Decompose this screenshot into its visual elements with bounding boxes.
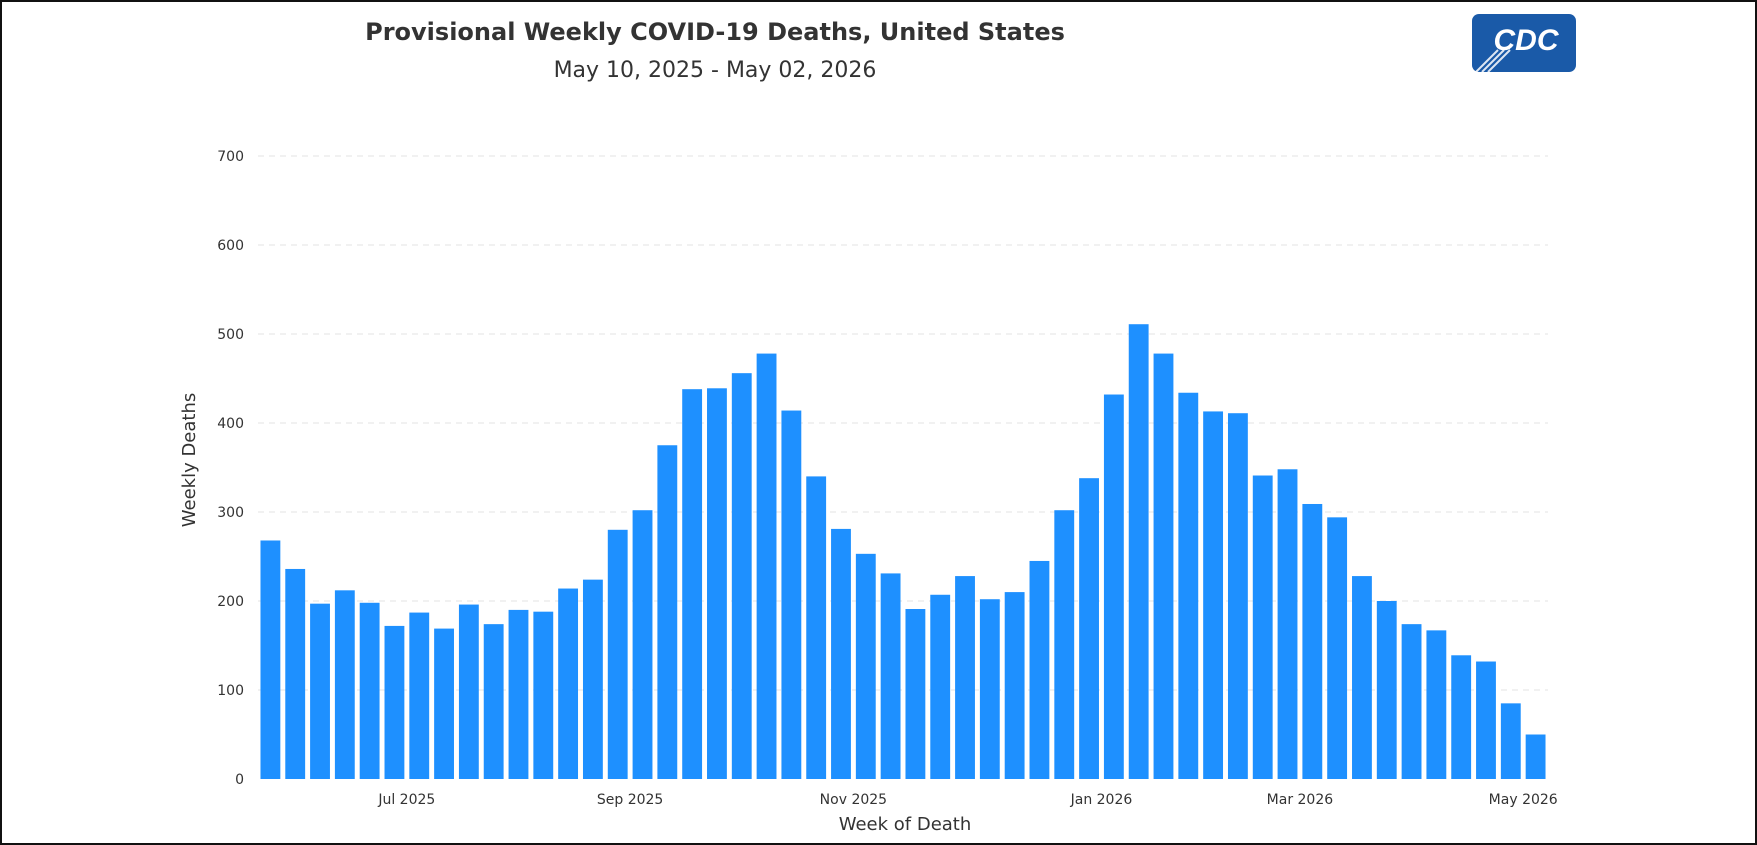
bar bbox=[1451, 655, 1472, 779]
bar bbox=[1128, 324, 1149, 779]
bar bbox=[955, 576, 975, 779]
y-tick-label: 100 bbox=[217, 683, 244, 699]
x-tick-label: Jul 2025 bbox=[377, 792, 435, 808]
bar bbox=[831, 528, 851, 779]
bar bbox=[1376, 601, 1397, 779]
bar bbox=[483, 624, 504, 779]
bar bbox=[1004, 592, 1025, 779]
bar bbox=[1103, 394, 1124, 779]
bar bbox=[260, 540, 281, 779]
bar bbox=[1252, 475, 1273, 779]
bar bbox=[384, 625, 405, 779]
chart-subtitle: May 10, 2025 - May 02, 2026 bbox=[553, 58, 877, 83]
cdc-logo: CDC bbox=[1472, 14, 1576, 72]
bar bbox=[533, 611, 554, 779]
x-tick-label: May 2026 bbox=[1489, 792, 1558, 808]
bar bbox=[1178, 392, 1199, 779]
bar bbox=[285, 568, 306, 779]
cdc-logo-swoosh bbox=[1475, 49, 1511, 72]
bar bbox=[582, 579, 603, 779]
y-tick-label: 500 bbox=[217, 327, 244, 343]
bar bbox=[1426, 630, 1447, 779]
bar bbox=[1500, 703, 1521, 779]
bar bbox=[756, 353, 777, 779]
bar bbox=[707, 388, 727, 779]
bar bbox=[1401, 624, 1422, 779]
bar bbox=[607, 529, 628, 779]
x-tick-label: Jan 2026 bbox=[1070, 792, 1133, 808]
bar bbox=[806, 476, 827, 779]
bar bbox=[905, 609, 926, 779]
y-tick-label: 0 bbox=[235, 772, 244, 788]
y-axis-title: Weekly Deaths bbox=[179, 393, 200, 528]
bar bbox=[409, 612, 430, 779]
cdc-logo-background bbox=[1472, 14, 1576, 72]
bar bbox=[1277, 469, 1298, 779]
bar bbox=[334, 590, 355, 779]
bar bbox=[558, 588, 579, 779]
y-axis-ticks: 0 100 200 300 400 500 600 700 bbox=[217, 149, 244, 788]
x-axis-ticks: Jul 2025 Sep 2025 Nov 2025 Jan 2026 Mar 2026… bbox=[377, 792, 1557, 808]
bar bbox=[855, 553, 876, 779]
y-tick-label: 300 bbox=[217, 505, 244, 521]
bar bbox=[434, 628, 454, 779]
x-axis-title: Week of Death bbox=[839, 814, 972, 835]
bar bbox=[310, 603, 330, 779]
x-tick-label: Nov 2025 bbox=[820, 792, 887, 808]
bar bbox=[781, 410, 802, 779]
bar bbox=[657, 445, 678, 779]
bar bbox=[1054, 510, 1075, 779]
bar bbox=[1327, 517, 1348, 779]
bar bbox=[979, 599, 1000, 779]
bar bbox=[458, 604, 479, 779]
y-tick-label: 400 bbox=[217, 416, 244, 432]
bar bbox=[880, 573, 901, 779]
bar bbox=[1352, 576, 1372, 779]
bar bbox=[930, 594, 951, 779]
bar bbox=[508, 609, 529, 779]
bar bbox=[1302, 503, 1323, 779]
bar bbox=[1227, 413, 1248, 779]
bar bbox=[731, 373, 752, 779]
bar bbox=[1476, 661, 1496, 779]
bar bbox=[1203, 411, 1224, 779]
x-tick-label: Sep 2025 bbox=[597, 792, 663, 808]
bar bbox=[682, 389, 703, 779]
chart-title: Provisional Weekly COVID-19 Deaths, Unit… bbox=[365, 18, 1065, 46]
bar bbox=[1029, 560, 1050, 779]
bar bbox=[1079, 478, 1099, 779]
x-tick-label: Mar 2026 bbox=[1267, 792, 1334, 808]
y-tick-label: 600 bbox=[217, 238, 244, 254]
bar-series bbox=[260, 324, 1546, 779]
bar bbox=[632, 510, 653, 779]
bar bbox=[1525, 734, 1546, 779]
cdc-logo-text: CDC bbox=[1494, 24, 1560, 57]
bar bbox=[359, 602, 380, 779]
y-tick-label: 700 bbox=[217, 149, 244, 165]
bar bbox=[1153, 353, 1174, 779]
y-tick-label: 200 bbox=[217, 594, 244, 610]
